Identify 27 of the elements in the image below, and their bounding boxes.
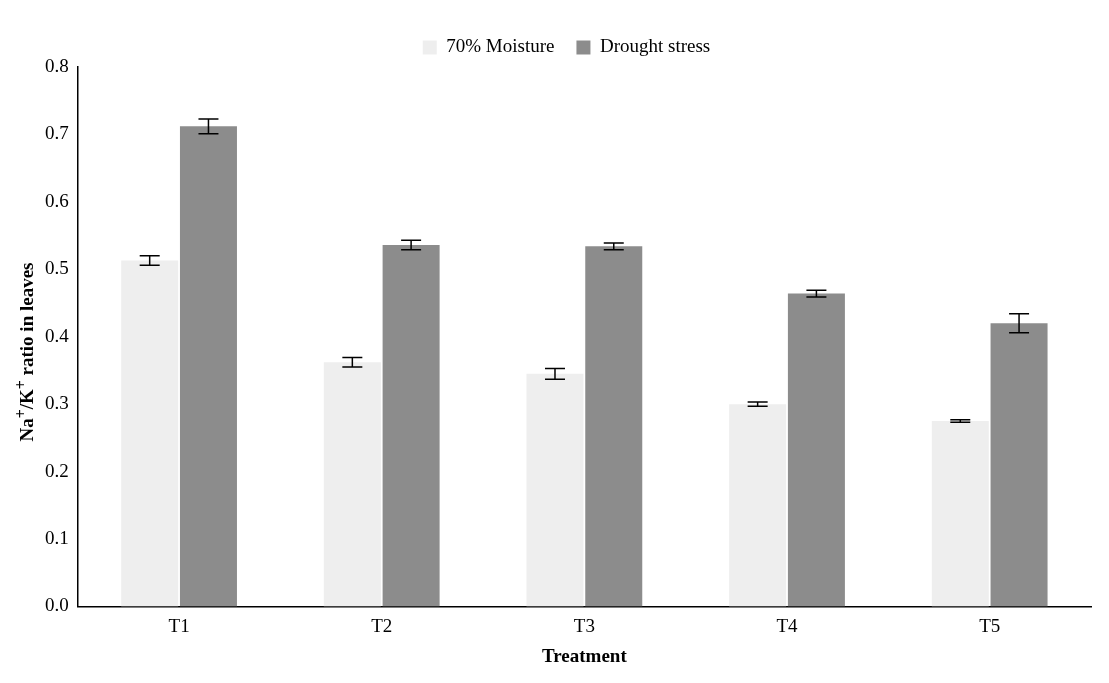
y-tick-label: 0.6 bbox=[45, 189, 69, 211]
y-tick-label: 0.0 bbox=[45, 593, 69, 615]
bar bbox=[931, 420, 989, 606]
bar bbox=[382, 244, 440, 606]
x-tick-label: T4 bbox=[776, 614, 799, 636]
bar bbox=[526, 373, 584, 606]
y-tick-label: 0.7 bbox=[45, 121, 69, 143]
bar bbox=[323, 361, 381, 606]
x-tick-label: T5 bbox=[979, 614, 1001, 636]
legend-label: 70% Moisture bbox=[446, 34, 555, 56]
y-tick-label: 0.8 bbox=[45, 54, 69, 76]
y-tick-label: 0.5 bbox=[45, 256, 69, 278]
bar bbox=[585, 245, 643, 606]
y-tick-label: 0.1 bbox=[45, 526, 69, 548]
x-tick-label: T2 bbox=[371, 614, 393, 636]
x-tick-label: T1 bbox=[168, 614, 190, 636]
bar bbox=[729, 403, 787, 606]
legend-label: Drought stress bbox=[599, 34, 711, 56]
y-tick-label: 0.2 bbox=[45, 459, 69, 481]
x-axis-title: Treatment bbox=[541, 644, 628, 666]
y-tick-label: 0.4 bbox=[45, 324, 70, 346]
bar bbox=[787, 293, 845, 606]
bar bbox=[179, 125, 237, 606]
bar bbox=[121, 260, 179, 606]
bar bbox=[990, 322, 1048, 606]
y-tick-label: 0.3 bbox=[45, 391, 69, 413]
x-tick-label: T3 bbox=[573, 614, 595, 636]
